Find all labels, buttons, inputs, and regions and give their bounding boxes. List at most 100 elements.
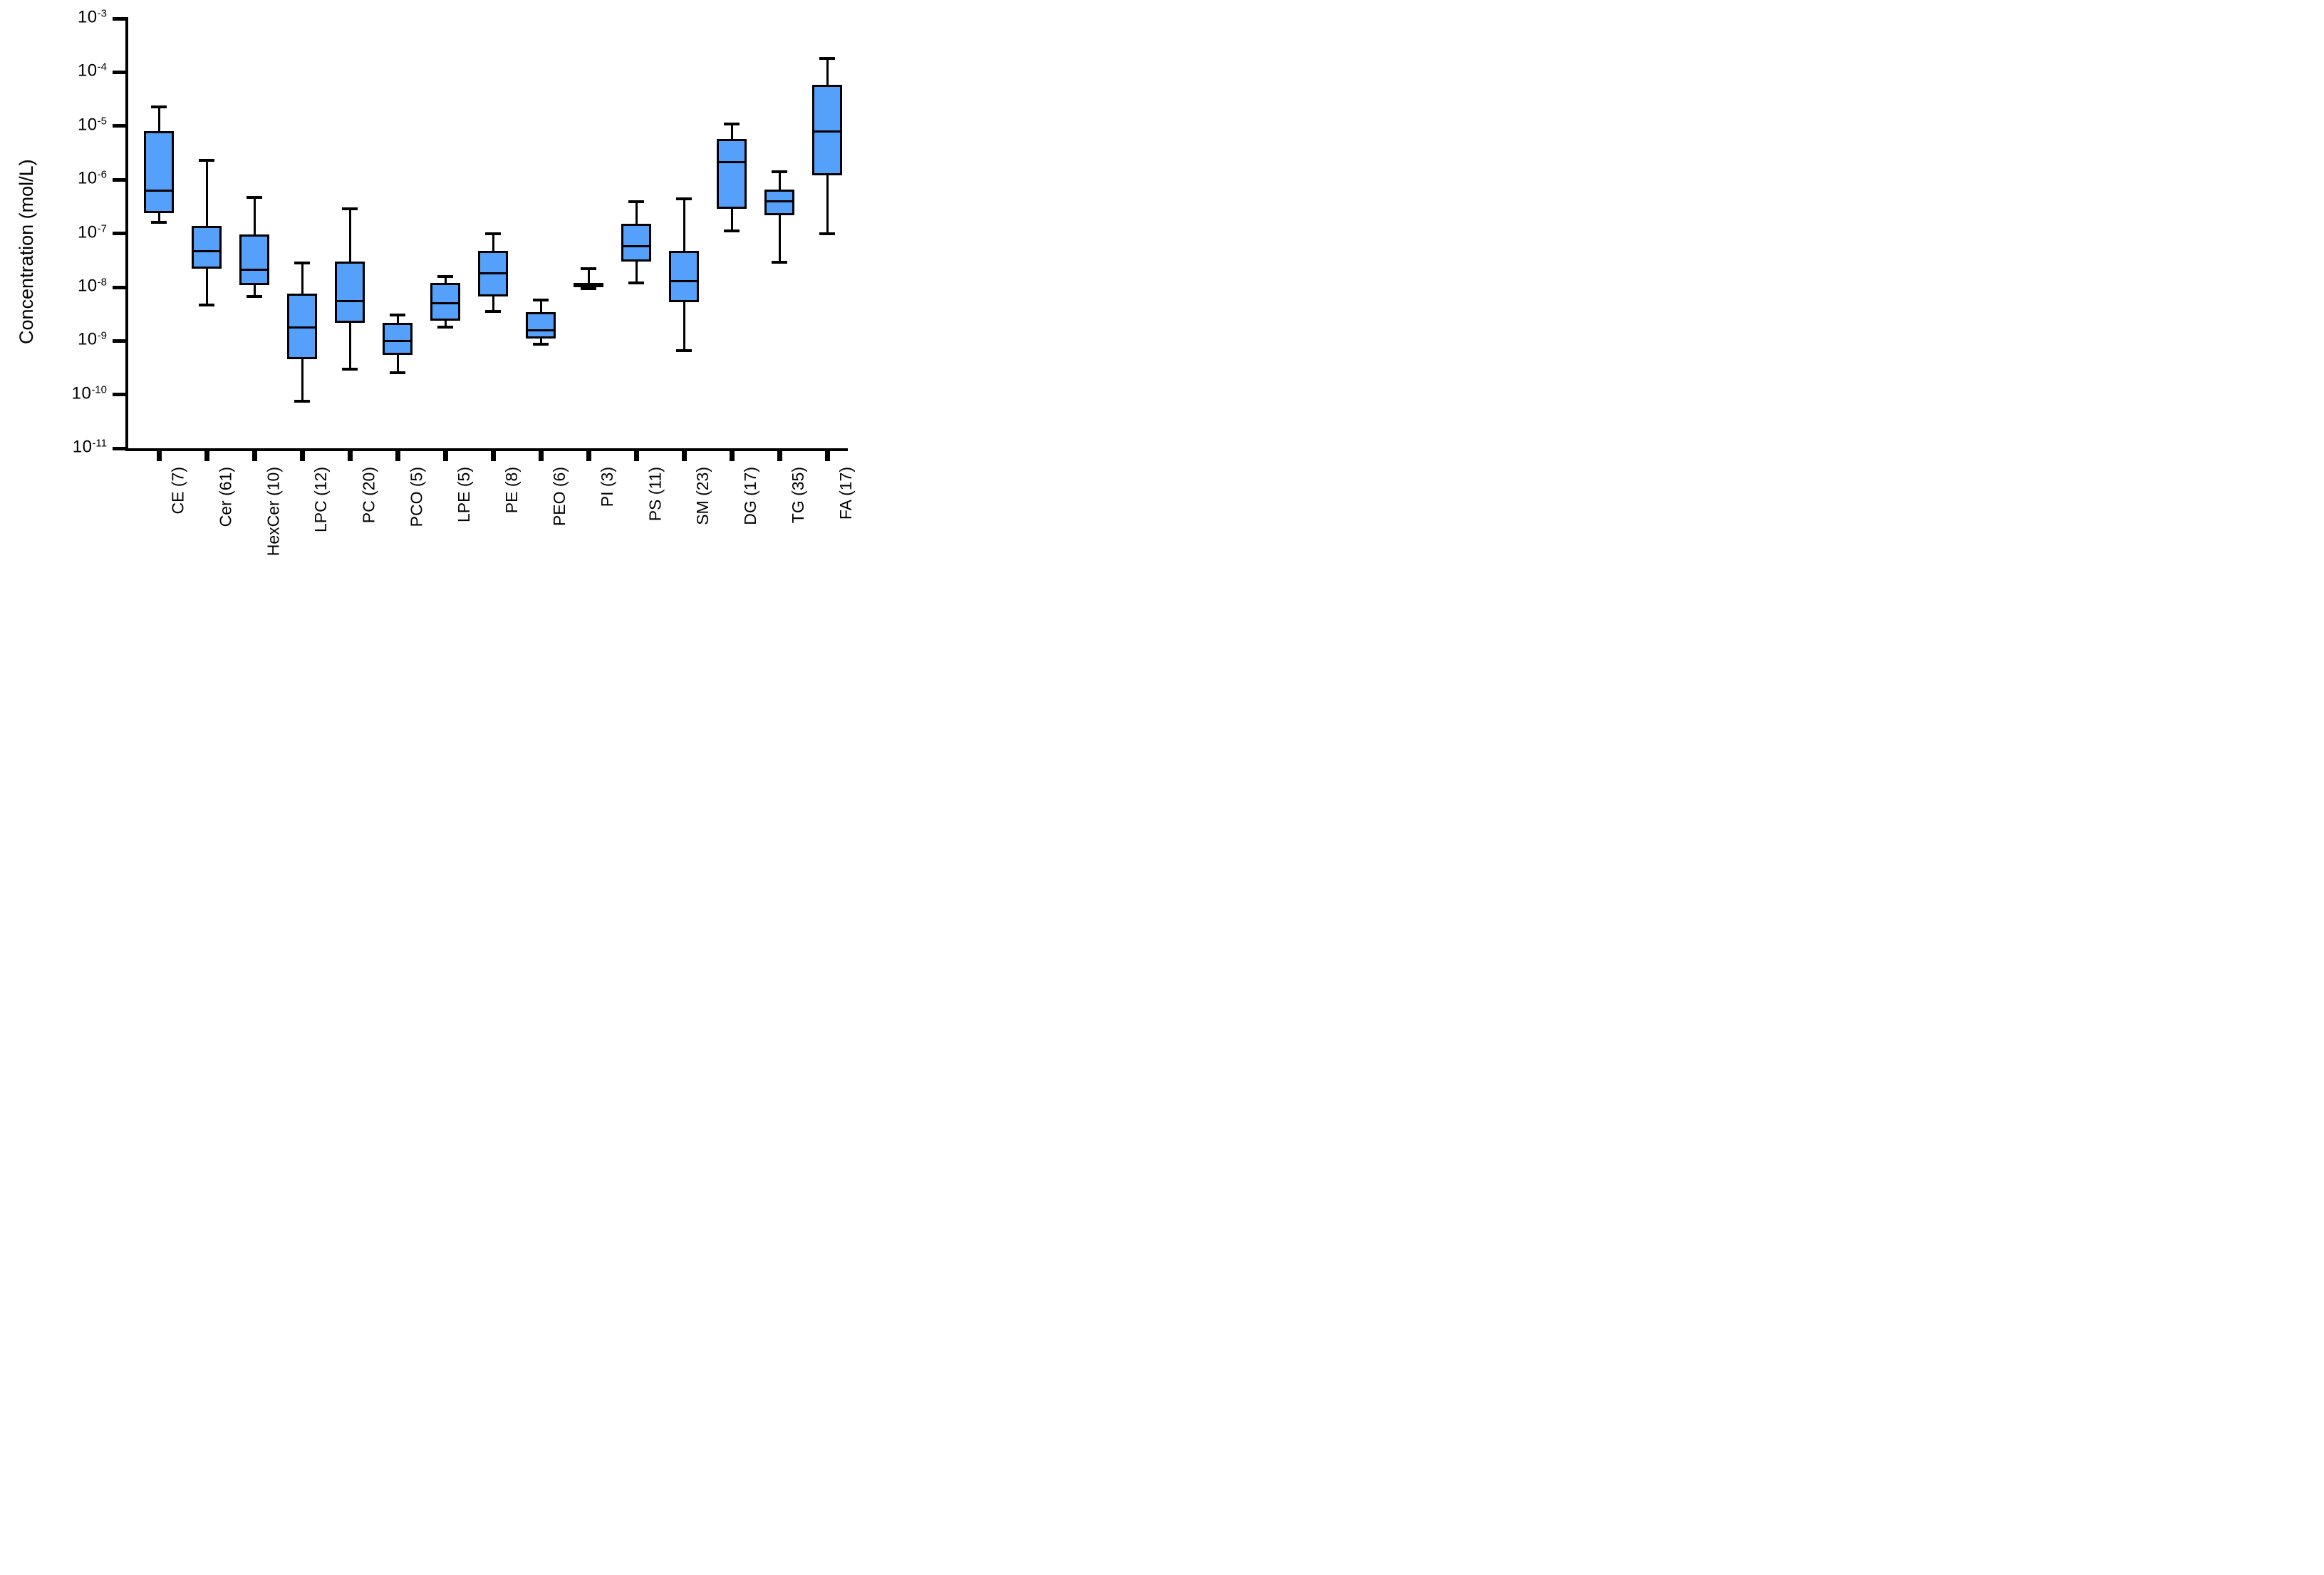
median-line — [239, 269, 269, 272]
whisker-cap-top — [294, 262, 310, 265]
whisker-cap-bottom — [533, 342, 549, 346]
median-line — [574, 284, 603, 286]
whisker-cap-bottom — [581, 286, 596, 290]
whisker-cap-bottom — [724, 229, 740, 233]
y-tick-exponent: -11 — [92, 437, 107, 450]
median-line — [287, 326, 317, 329]
median-line — [335, 300, 365, 303]
whisker-cap-top — [437, 274, 453, 278]
y-tick-exponent: -9 — [97, 329, 107, 342]
x-tick — [251, 451, 257, 462]
whisker-cap-top — [485, 232, 501, 235]
x-tick — [729, 451, 735, 462]
y-tick-exponent: -7 — [97, 222, 107, 234]
median-line — [717, 161, 747, 164]
x-category-label-PE: PE (8) — [502, 467, 521, 514]
y-tick-label: 10-7 — [77, 222, 107, 242]
y-tick-label: 10-10 — [71, 383, 107, 403]
median-line — [144, 190, 174, 192]
x-category-label-SM: SM (23) — [693, 467, 712, 525]
y-tick — [113, 177, 125, 182]
median-line — [526, 329, 556, 331]
box-LPE — [430, 283, 460, 321]
y-tick-exponent: -8 — [97, 276, 107, 289]
y-axis-title: Concentration (mol/L) — [16, 158, 37, 344]
whisker-cap-top — [724, 122, 740, 125]
y-tick-label: 10-6 — [77, 168, 107, 188]
box-PS — [621, 224, 651, 262]
whisker-cap-bottom — [342, 367, 358, 371]
whisker-line — [778, 172, 781, 263]
median-line — [478, 272, 508, 275]
y-tick — [113, 232, 125, 236]
y-tick-label: 10-8 — [77, 276, 107, 296]
x-tick — [681, 451, 687, 462]
median-line — [621, 244, 651, 247]
x-tick — [490, 451, 496, 462]
median-line — [669, 279, 699, 282]
y-tick-exponent: -6 — [97, 168, 107, 181]
whisker-cap-top — [533, 298, 549, 301]
whisker-cap-top — [676, 197, 692, 201]
box-CE — [144, 131, 174, 213]
y-tick-exponent: -3 — [97, 7, 107, 20]
x-category-label-DG: DG (17) — [741, 467, 759, 525]
box-DG — [717, 139, 747, 209]
whisker-cap-top — [199, 158, 214, 162]
box-FA — [812, 84, 842, 176]
box-Cer — [192, 225, 222, 269]
x-tick — [395, 451, 400, 462]
y-tick-label: 10-11 — [72, 437, 107, 457]
y-tick-label: 10-9 — [77, 329, 107, 349]
box-SM — [669, 251, 699, 302]
x-category-label-TG: TG (35) — [789, 467, 807, 524]
median-line — [812, 130, 842, 133]
whisker-cap-bottom — [294, 399, 310, 403]
x-tick — [824, 451, 830, 462]
whisker-cap-top — [772, 170, 787, 174]
y-tick — [113, 16, 125, 21]
y-tick-exponent: -4 — [97, 61, 107, 73]
x-tick — [633, 451, 639, 462]
x-tick — [156, 451, 162, 462]
whisker-cap-top — [390, 314, 405, 317]
y-tick — [113, 70, 125, 74]
y-tick — [113, 446, 125, 450]
median-line — [192, 249, 222, 252]
x-category-label-LPE: LPE (5) — [455, 467, 473, 523]
box-PC — [335, 262, 365, 323]
x-tick — [347, 451, 353, 462]
whisker-cap-top — [819, 57, 835, 61]
whisker-cap-bottom — [199, 303, 214, 306]
whisker-cap-bottom — [772, 261, 787, 264]
x-category-label-PCO: PCO (5) — [407, 467, 425, 527]
whisker-cap-bottom — [628, 282, 644, 285]
box-HexCer — [239, 234, 269, 285]
y-tick-label: 10-4 — [77, 61, 107, 81]
y-tick-exponent: -5 — [97, 115, 107, 128]
whisker-cap-bottom — [437, 326, 453, 329]
median-line — [430, 302, 460, 305]
box-PCO — [383, 322, 413, 355]
whisker-cap-bottom — [151, 221, 167, 224]
box-PEO — [526, 312, 556, 339]
x-tick — [586, 451, 591, 462]
median-line — [764, 200, 794, 202]
whisker-line — [587, 269, 590, 289]
x-tick — [777, 451, 782, 462]
y-axis-line — [125, 17, 128, 452]
x-category-label-PI: PI (3) — [598, 467, 616, 507]
median-line — [383, 339, 413, 342]
x-category-label-CE: CE (7) — [168, 467, 187, 515]
x-axis-line — [125, 448, 848, 452]
y-tick — [113, 339, 125, 343]
whisker-cap-bottom — [390, 371, 405, 374]
x-category-label-FA: FA (17) — [836, 467, 855, 520]
whisker-cap-top — [628, 200, 644, 204]
whisker-cap-top — [581, 267, 596, 271]
x-tick — [299, 451, 305, 462]
x-category-label-PEO: PEO (6) — [550, 467, 569, 527]
x-tick — [538, 451, 544, 462]
x-category-label-Cer: Cer (61) — [216, 467, 234, 527]
whisker-cap-top — [247, 195, 262, 199]
